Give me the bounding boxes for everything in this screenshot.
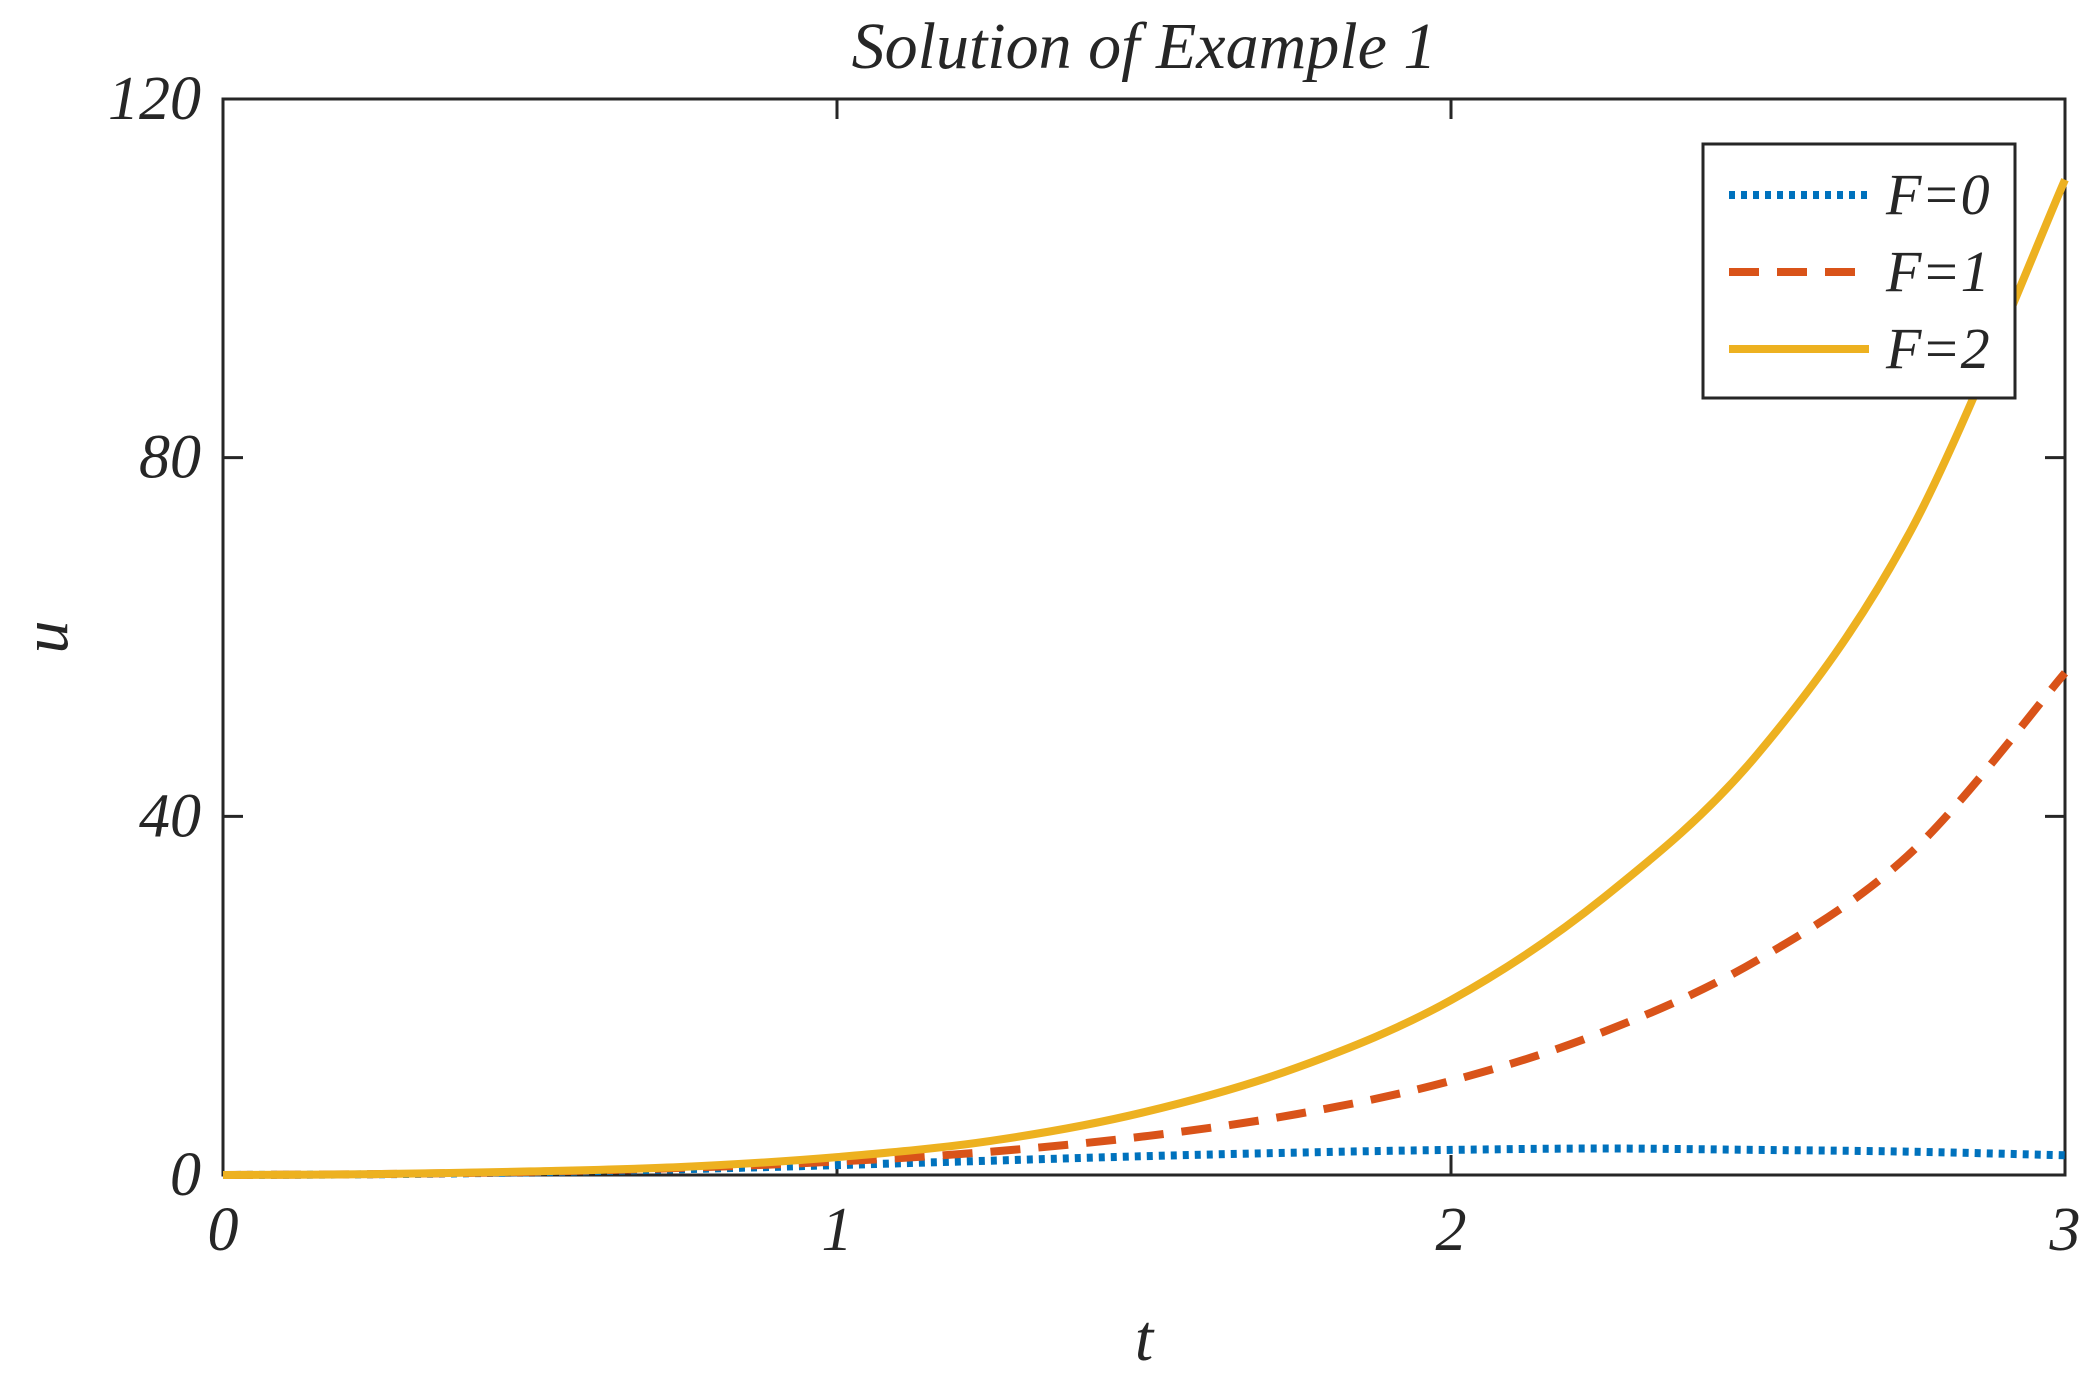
legend-label: F=0 <box>1885 162 1990 227</box>
series-layer <box>222 178 2069 1179</box>
y-tick-label: 120 <box>108 65 201 133</box>
y-tick-label: 40 <box>139 782 201 850</box>
series-line-3 <box>222 178 2069 1179</box>
axis-ticks: 0 1 2 3 0 40 80 120 <box>108 65 2081 1264</box>
y-axis-label: u <box>9 621 82 654</box>
legend: F=0 F=1 F=2 <box>1701 142 2017 400</box>
x-tick-label: 2 <box>1436 1196 1467 1264</box>
x-tick-label: 3 <box>2049 1196 2081 1264</box>
chart-title: Solution of Example 1 <box>852 10 1437 83</box>
y-tick-label: 80 <box>139 424 201 492</box>
legend-label: F=2 <box>1885 316 1990 381</box>
x-tick-label: 1 <box>822 1196 853 1264</box>
x-tick-label: 0 <box>208 1196 239 1264</box>
legend-label: F=1 <box>1885 239 1990 304</box>
x-axis-label: t <box>1135 1302 1155 1374</box>
y-tick-label: 0 <box>170 1141 201 1209</box>
